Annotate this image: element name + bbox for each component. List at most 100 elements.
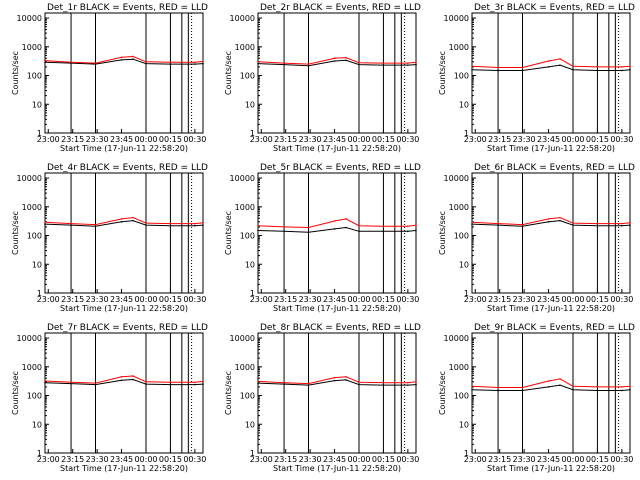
events-point [358, 230, 360, 233]
events-point [382, 64, 385, 66]
events-point [145, 62, 147, 65]
x-tick-label: 23:15 [61, 135, 84, 144]
x-tick-label: 23:30 [513, 455, 536, 464]
lld-point [621, 66, 623, 68]
lld-point [382, 381, 385, 384]
events-point [415, 383, 417, 386]
lld-point [415, 381, 417, 383]
detector-panel: Det_2r BLACK = Events, RED = LLD 1 10 100 10… [213, 0, 426, 160]
events-point [471, 388, 473, 391]
y-tick-label: 10000 [17, 14, 42, 23]
x-tick-label: 23:30 [513, 295, 536, 304]
x-tick-label: 00:00 [347, 455, 370, 464]
events-point [333, 379, 336, 382]
y-tick-label: 10000 [444, 174, 469, 183]
lld-point [596, 222, 599, 225]
lld-point [345, 56, 347, 59]
y-tick-label: 10 [459, 100, 469, 109]
x-tick-label: 23:30 [299, 455, 322, 464]
y-axis-label: Counts/sec [438, 211, 447, 255]
plot-frame [471, 12, 631, 134]
events-point [547, 386, 550, 388]
events-point [471, 68, 473, 71]
panel-title: Det_9r BLACK = Events, RED = LLD [474, 323, 635, 333]
y-tick-label: 10 [245, 420, 255, 429]
lld-point [629, 65, 631, 68]
lld-point [345, 218, 347, 220]
x-tick-label: 23:00 [464, 295, 487, 304]
y-tick-label: 1 [37, 129, 42, 138]
y-tick-label: 10 [32, 100, 42, 109]
events-point [547, 66, 550, 68]
events-point [621, 224, 623, 227]
x-tick-label: 23:45 [110, 135, 133, 144]
lld-point [257, 224, 259, 227]
events-point [345, 226, 347, 229]
events-point [257, 62, 259, 65]
events-point [169, 224, 172, 227]
y-tick-label: 1000 [22, 363, 42, 372]
y-tick-label: 10000 [17, 334, 42, 343]
lld-point [382, 225, 385, 228]
lld-point [497, 386, 499, 389]
y-tick-label: 100 [454, 392, 469, 401]
x-tick-label: 00:15 [372, 135, 395, 144]
events-point [521, 389, 524, 392]
detector-chart: Det_6r BLACK = Events, RED = LLD 1 10 100 10… [438, 163, 635, 313]
x-tick-label: 00:15 [586, 455, 609, 464]
events-point [572, 68, 574, 71]
events-series-line [257, 226, 417, 233]
y-tick-label: 1 [250, 289, 255, 298]
x-tick-label: 23:00 [250, 295, 273, 304]
panel-title: Det_4r BLACK = Events, RED = LLD [47, 163, 208, 173]
detector-panel: Det_5r BLACK = Events, RED = LLD 1 10 100 10… [213, 160, 426, 320]
y-axis-label: Counts/sec [438, 51, 447, 95]
y-tick-label: 100 [454, 72, 469, 81]
plot-frame [257, 12, 417, 134]
detector-chart: Det_5r BLACK = Events, RED = LLD 1 10 100 10… [224, 163, 421, 313]
y-tick-label: 10 [459, 260, 469, 269]
events-point [596, 224, 599, 227]
x-axis-label: Start Time (17-Jun-11 22:58:20) [487, 464, 615, 473]
x-tick-label: 23:00 [250, 455, 273, 464]
events-point [44, 381, 46, 384]
lld-point [70, 222, 72, 225]
lld-point [44, 221, 46, 224]
plot-frame [44, 332, 204, 454]
detector-panel: Det_1r BLACK = Events, RED = LLD 1 10 100 10… [0, 0, 213, 160]
x-tick-label: 23:30 [299, 135, 322, 144]
lld-point [202, 60, 204, 63]
x-axis-label: Start Time (17-Jun-11 22:58:20) [487, 144, 615, 153]
x-tick-label: 23:30 [299, 295, 322, 304]
events-point [333, 60, 336, 62]
x-tick-label: 00:30 [183, 295, 206, 304]
lld-point [521, 66, 524, 69]
x-tick-label: 00:30 [610, 455, 633, 464]
y-tick-label: 10000 [230, 334, 255, 343]
x-tick-label: 00:00 [561, 455, 584, 464]
y-axis-label: Counts/sec [438, 371, 447, 415]
y-tick-label: 100 [454, 232, 469, 241]
lld-point [358, 61, 360, 64]
events-point [559, 64, 561, 66]
x-tick-label: 00:00 [134, 295, 157, 304]
lld-point [471, 65, 473, 68]
lld-point [120, 375, 123, 378]
y-tick-label: 10 [459, 420, 469, 429]
lld-point [202, 221, 204, 224]
events-point [559, 219, 561, 222]
lld-point [194, 222, 196, 225]
x-tick-label: 23:00 [250, 135, 273, 144]
x-tick-label: 23:45 [323, 455, 346, 464]
x-tick-label: 23:00 [37, 455, 60, 464]
detector-panel: Det_9r BLACK = Events, RED = LLD 1 10 100 10… [427, 320, 640, 480]
detector-panel: Det_3r BLACK = Events, RED = LLD 1 10 100 10… [427, 0, 640, 160]
events-point [145, 383, 147, 385]
y-tick-label: 1000 [235, 203, 255, 212]
x-tick-label: 00:15 [372, 295, 395, 304]
y-tick-label: 1 [37, 449, 42, 458]
y-tick-label: 1000 [235, 363, 255, 372]
lld-point [120, 56, 123, 59]
x-tick-label: 23:00 [464, 135, 487, 144]
y-tick-label: 1 [464, 449, 469, 458]
